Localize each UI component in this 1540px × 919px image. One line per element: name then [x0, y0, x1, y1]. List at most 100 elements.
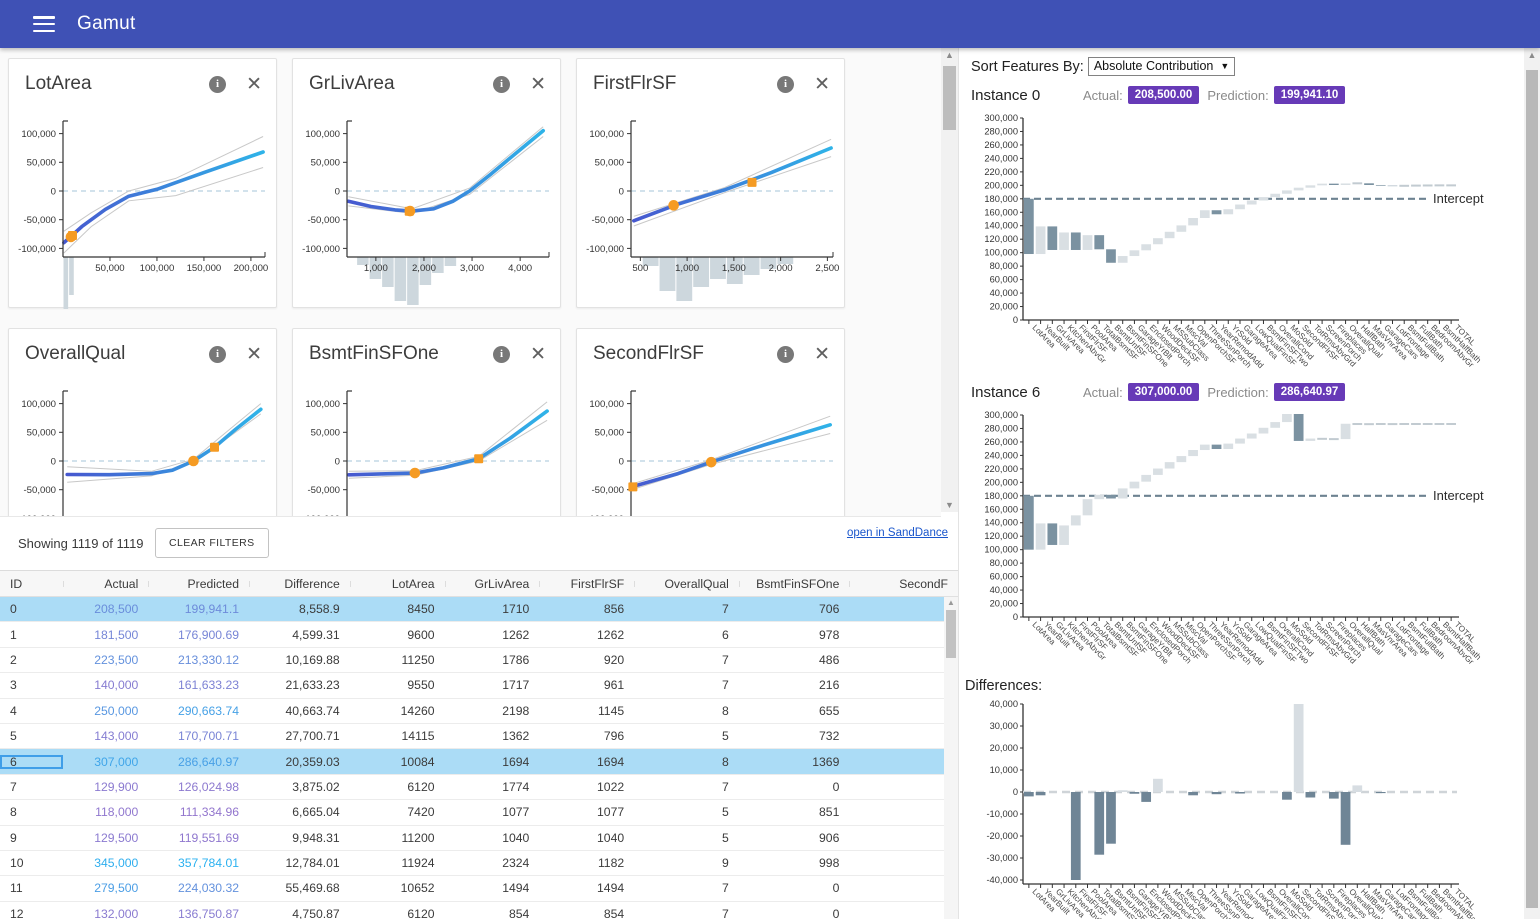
waterfall-bar[interactable] — [1164, 231, 1175, 239]
table-scrollbar[interactable]: ▲ — [944, 597, 958, 919]
table-row-5[interactable]: 5 143,000 170,700.71 27,700.71 14115 1362 796 5… — [0, 723, 958, 750]
difference-bar[interactable] — [1375, 792, 1386, 794]
waterfall-bar[interactable] — [1293, 187, 1304, 191]
table-row-3[interactable]: 3 140,000 161,633.23 21,633.23 9550 1717 961 7 2… — [0, 673, 958, 699]
cards-scrollbar[interactable]: ▲ ▼ — [941, 48, 958, 512]
difference-bar[interactable] — [1106, 792, 1116, 844]
column-header-predicted[interactable]: Predicted — [148, 577, 249, 591]
difference-bar[interactable] — [1141, 792, 1152, 802]
close-icon[interactable]: ✕ — [246, 73, 262, 95]
cards-scrollbar-thumb[interactable] — [943, 66, 956, 130]
waterfall-bar[interactable] — [1282, 190, 1292, 194]
instance-0-marker-circle[interactable] — [188, 455, 199, 467]
panel-scrollbar[interactable]: ▲ — [1524, 48, 1540, 919]
waterfall-bar[interactable] — [1199, 210, 1210, 218]
close-icon[interactable]: ✕ — [246, 343, 262, 365]
waterfall-bar[interactable] — [1047, 226, 1058, 250]
info-icon[interactable]: i — [493, 75, 511, 93]
instance-6-marker-square[interactable] — [474, 454, 484, 464]
column-header-difference[interactable]: Difference — [249, 577, 350, 591]
waterfall-bar[interactable] — [1129, 481, 1140, 489]
waterfall-bar[interactable] — [1223, 209, 1234, 215]
instance-0-marker-circle[interactable] — [65, 231, 77, 243]
waterfall-bar[interactable] — [1094, 494, 1105, 500]
waterfall-bar[interactable] — [1188, 217, 1198, 226]
close-icon[interactable]: ✕ — [814, 343, 830, 365]
difference-bar[interactable] — [1352, 785, 1363, 792]
waterfall-bar[interactable] — [1153, 468, 1163, 475]
waterfall-bar[interactable] — [1117, 256, 1128, 263]
scroll-up-icon[interactable]: ▲ — [1527, 50, 1537, 60]
waterfall-bar[interactable] — [1047, 523, 1058, 545]
difference-bar[interactable] — [1328, 792, 1339, 799]
waterfall-bar[interactable] — [1070, 515, 1081, 526]
waterfall-bar[interactable] — [1106, 249, 1116, 263]
sort-features-select[interactable]: Absolute Contribution ▼ — [1087, 57, 1236, 76]
instance-0-marker-circle[interactable] — [668, 200, 679, 211]
waterfall-bar[interactable] — [1035, 226, 1046, 255]
waterfall-bar[interactable] — [1106, 494, 1116, 499]
instance-0-marker-circle[interactable] — [409, 467, 421, 479]
waterfall-bar[interactable] — [1129, 250, 1140, 257]
waterfall-bar[interactable] — [1364, 183, 1374, 185]
difference-bar[interactable] — [1293, 704, 1304, 792]
waterfall-bar[interactable] — [1305, 185, 1316, 188]
waterfall-bar[interactable] — [1024, 198, 1034, 255]
info-icon[interactable]: i — [209, 75, 227, 93]
waterfall-bar[interactable] — [1211, 444, 1222, 450]
difference-bar[interactable] — [1024, 792, 1034, 797]
waterfall-bar[interactable] — [1305, 438, 1316, 441]
waterfall-bar[interactable] — [1211, 210, 1222, 215]
waterfall-bar[interactable] — [1293, 413, 1304, 441]
difference-bar[interactable] — [1129, 792, 1140, 794]
close-icon[interactable]: ✕ — [530, 343, 546, 365]
waterfall-bar[interactable] — [1199, 444, 1210, 451]
instance-6-marker-square[interactable] — [747, 177, 757, 187]
column-header-overallqual[interactable]: OverallQual — [634, 577, 739, 591]
waterfall-bar[interactable] — [1176, 456, 1187, 463]
waterfall-bar[interactable] — [1235, 204, 1245, 210]
column-header-lotarea[interactable]: LotArea — [349, 577, 445, 591]
waterfall-bar[interactable] — [1082, 235, 1093, 250]
waterfall-bar[interactable] — [1188, 450, 1198, 457]
close-icon[interactable]: ✕ — [814, 73, 830, 95]
waterfall-bar[interactable] — [1035, 523, 1046, 550]
panel-scrollbar-thumb[interactable] — [1526, 70, 1538, 908]
waterfall-bar[interactable] — [1235, 438, 1245, 444]
difference-bar[interactable] — [1340, 792, 1351, 845]
clear-filters-button[interactable]: CLEAR FILTERS — [155, 528, 269, 558]
table-row-1[interactable]: 1 181,500 176,900.69 4,599.31 9600 1262 1262 6 9… — [0, 622, 958, 648]
waterfall-bar[interactable] — [1270, 422, 1281, 428]
waterfall-bar[interactable] — [1094, 235, 1105, 250]
waterfall-bar[interactable] — [1282, 413, 1292, 423]
close-icon[interactable]: ✕ — [530, 73, 546, 95]
open-in-sanddance-link[interactable]: open in SandDance — [846, 527, 948, 539]
instance-0-marker-circle[interactable] — [404, 205, 416, 217]
difference-bar[interactable] — [1305, 792, 1316, 798]
waterfall-bar[interactable] — [1340, 423, 1351, 440]
waterfall-bar[interactable] — [1082, 499, 1093, 516]
table-row-8[interactable]: 8 118,000 111,334.96 6,665.04 7420 1077 1077 5 8… — [0, 800, 958, 826]
waterfall-bar[interactable] — [1270, 193, 1281, 198]
table-row-7[interactable]: 7 129,900 126,024.98 3,875.02 6120 1774 1022 7 0 — [0, 774, 958, 801]
table-row-4[interactable]: 4 250,000 290,663.74 40,663.74 14260 2198 1145… — [0, 698, 958, 724]
table-row-10[interactable]: 10 345,000 357,784.01 12,784.01 11924 2324 118… — [0, 850, 958, 877]
difference-bar[interactable] — [1211, 792, 1222, 795]
table-row-6[interactable]: 6 307,000 286,640.97 20,359.03 10084 1694 1694… — [0, 749, 958, 775]
info-icon[interactable]: i — [493, 345, 511, 363]
waterfall-bar[interactable] — [1340, 183, 1351, 185]
scroll-up-icon[interactable]: ▲ — [947, 598, 955, 607]
scroll-up-icon[interactable]: ▲ — [945, 50, 954, 60]
difference-bar[interactable] — [1094, 792, 1105, 855]
difference-bar[interactable] — [1070, 792, 1081, 880]
waterfall-bar[interactable] — [1117, 488, 1128, 499]
table-row-12[interactable]: 12 132,000 136,750.87 4,750.87 6120 854 854 7 0 — [0, 901, 958, 919]
waterfall-bar[interactable] — [1246, 433, 1257, 439]
menu-icon[interactable] — [33, 16, 55, 32]
difference-bar[interactable] — [1153, 778, 1163, 792]
column-header-grlivarea[interactable]: GrLivArea — [444, 577, 540, 591]
table-row-11[interactable]: 11 279,500 224,030.32 55,469.68 10652 1494 149… — [0, 876, 958, 902]
waterfall-bar[interactable] — [1059, 525, 1069, 545]
waterfall-bar[interactable] — [1258, 197, 1269, 201]
column-header-bsmtfinsfone[interactable]: BsmtFinSFOne — [738, 577, 850, 591]
